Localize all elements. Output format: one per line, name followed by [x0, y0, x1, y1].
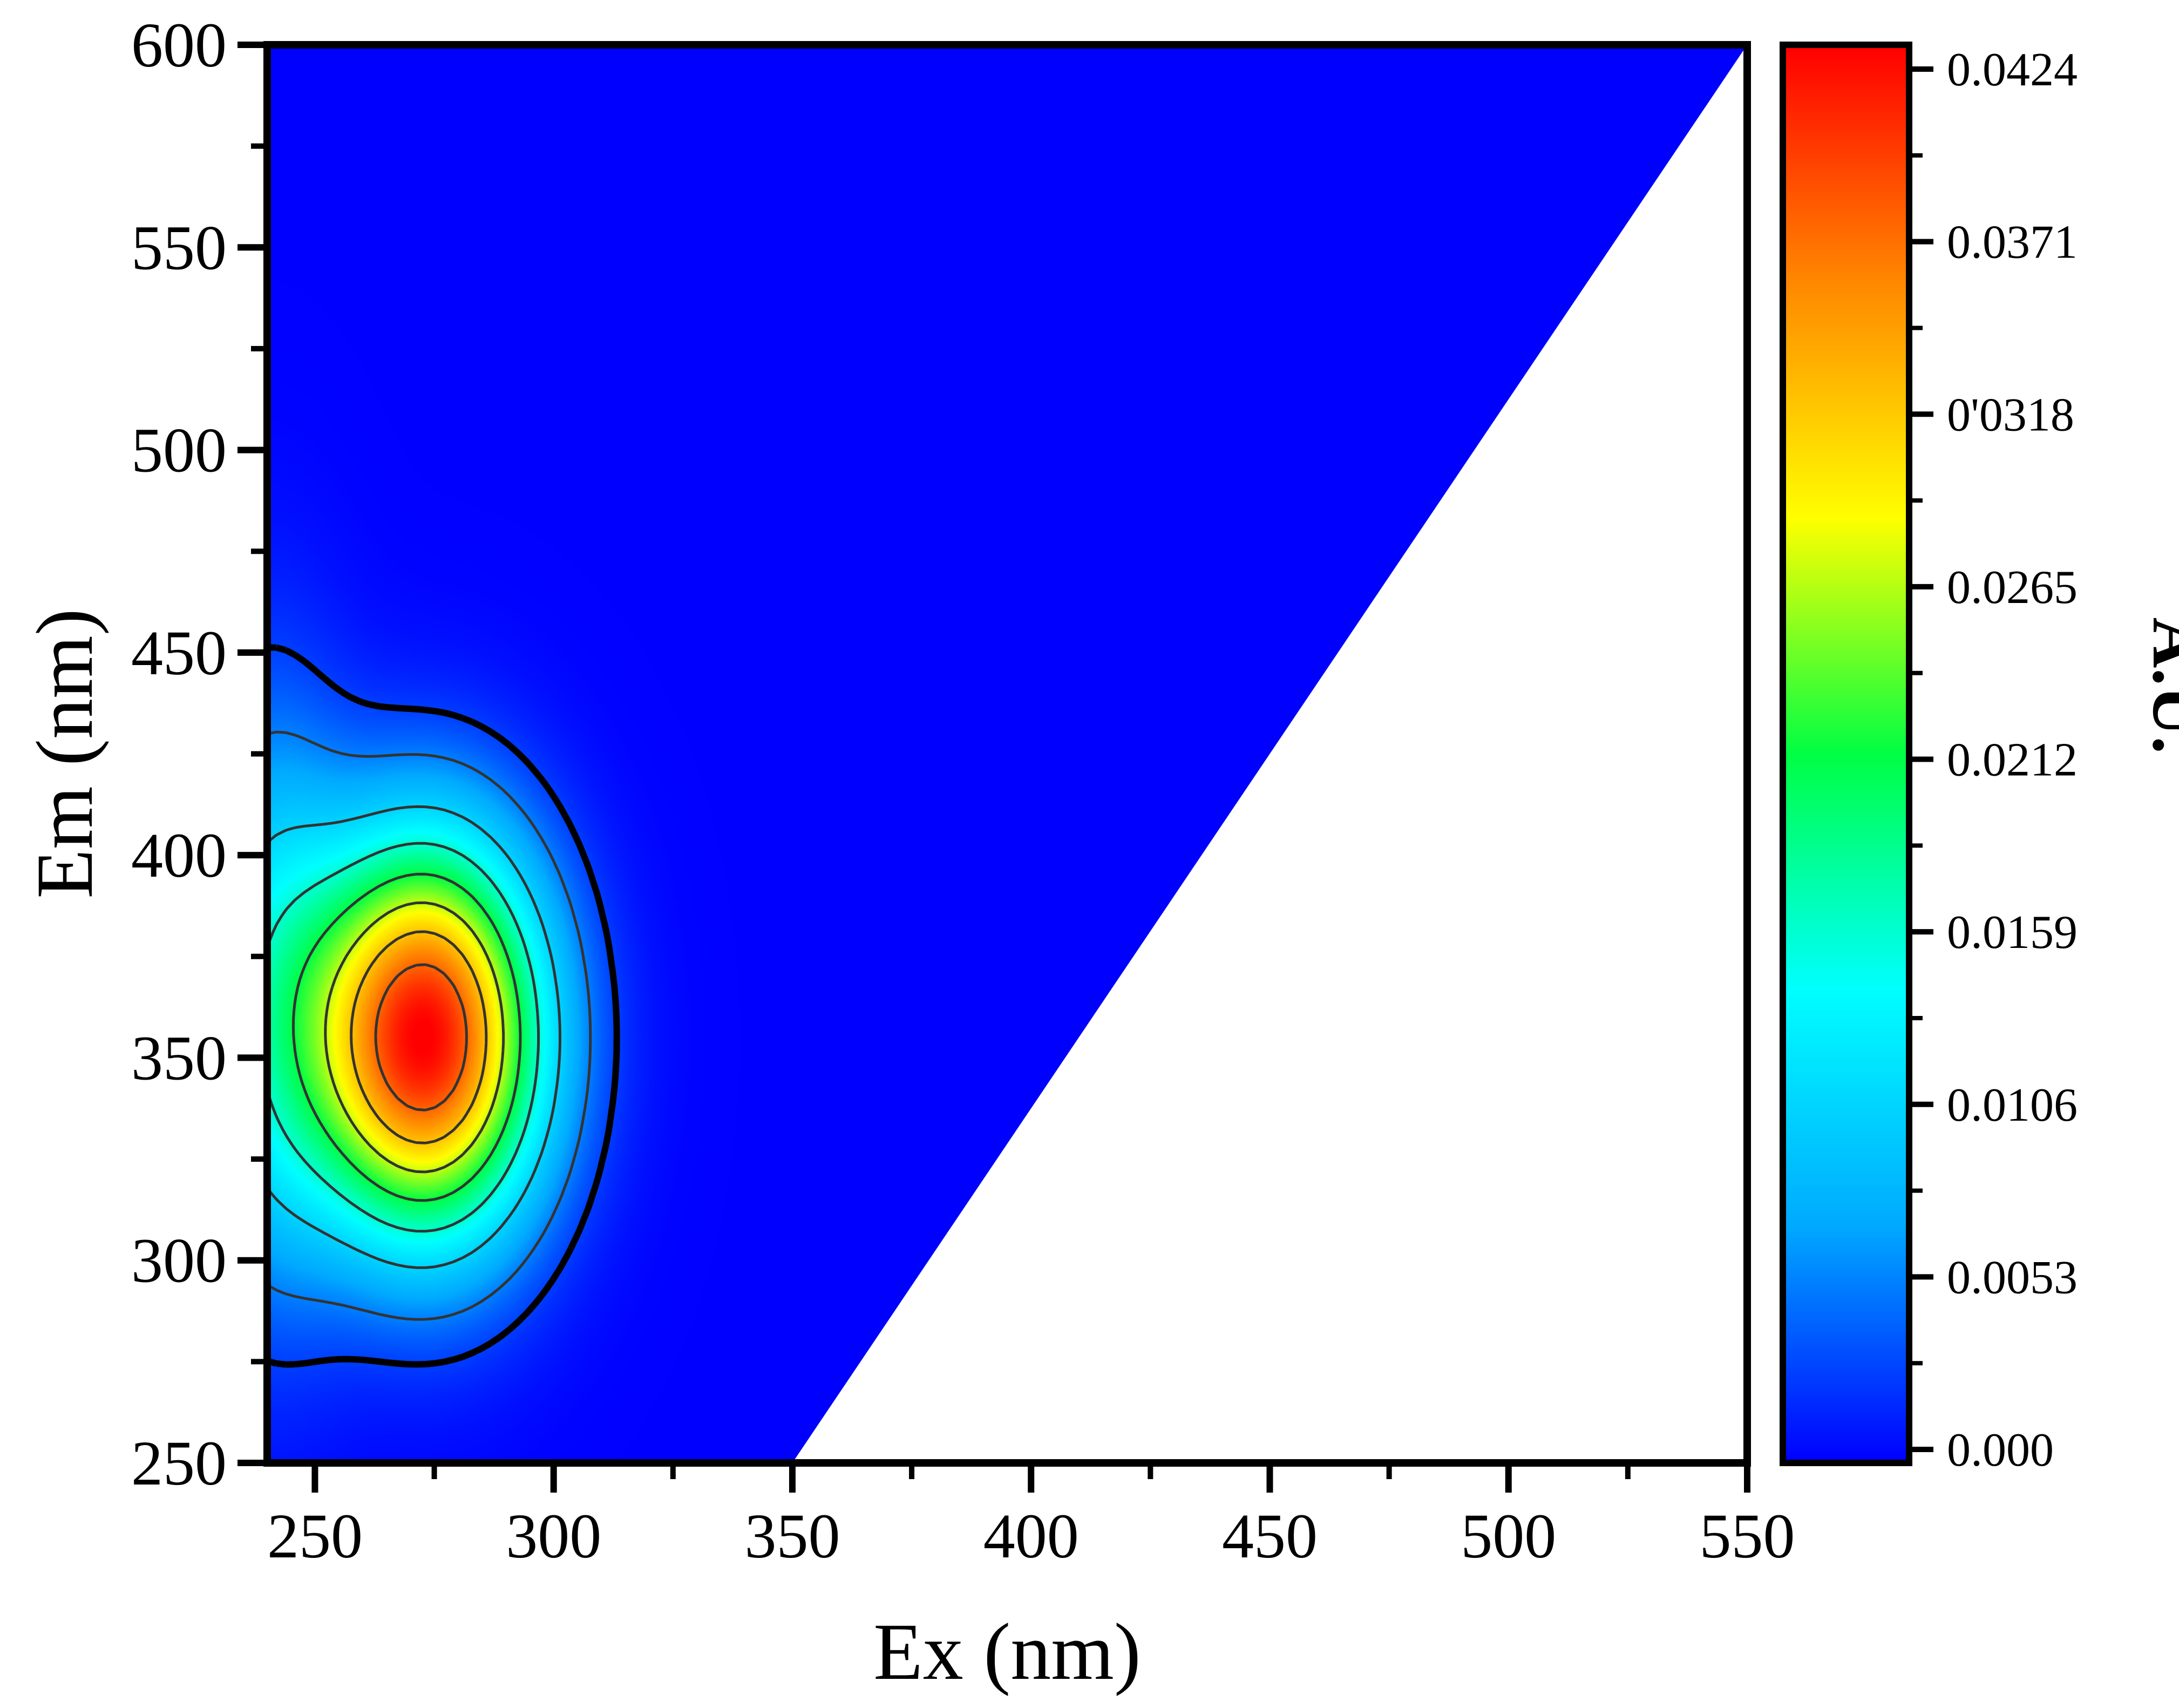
colorbar-frame	[1780, 42, 1912, 1466]
y-axis-title: Em (nm)	[20, 608, 110, 898]
colorbar: 0.0424 0.0371 0'0318 0.0265 0.0212 0.0159 0.01…	[1780, 42, 2179, 1476]
y-tick-label: 400	[131, 820, 227, 891]
colorbar-tick-label: 0.0159	[1947, 906, 2078, 959]
contour-line	[267, 644, 620, 1368]
y-tick-label: 300	[131, 1225, 227, 1296]
colorbar-tick-label: 0.000	[1947, 1424, 2054, 1476]
x-axis-title: Ex (nm)	[873, 1607, 1141, 1697]
contour-line	[291, 872, 522, 1202]
contour-line	[324, 901, 505, 1174]
contour-line	[267, 730, 592, 1321]
y-tick-label: 350	[131, 1022, 227, 1093]
x-tick-label: 350	[744, 1501, 840, 1571]
colorbar-tick-label: 0.0212	[1947, 734, 2078, 787]
x-tick-label: 400	[983, 1501, 1079, 1571]
y-axis: 250 300 350 400 450 500 550 600	[131, 10, 267, 1499]
colorbar-tick-label: 0.0371	[1947, 216, 2078, 269]
x-tick-label: 450	[1222, 1501, 1318, 1571]
y-tick-label: 550	[131, 212, 227, 283]
x-tick-label: 250	[267, 1501, 363, 1571]
colorbar-tick-label: 0.0265	[1947, 561, 2078, 614]
colorbar-ticks: 0.0424 0.0371 0'0318 0.0265 0.0212 0.0159 0.01…	[1909, 44, 2078, 1476]
colorbar-title: A.U.	[2138, 618, 2179, 754]
x-tick-label: 300	[506, 1501, 601, 1571]
colorbar-gradient	[1783, 45, 1909, 1463]
x-tick-label: 500	[1461, 1501, 1556, 1571]
x-axis: 250 300 350 400 450 500 550	[267, 1463, 1795, 1571]
y-tick-label: 450	[131, 618, 227, 688]
colorbar-tick-label: 0'0318	[1947, 389, 2074, 441]
colorbar-tick-label: 0.0106	[1947, 1079, 2078, 1131]
x-tick-label: 550	[1700, 1501, 1795, 1571]
blank-region	[792, 45, 1747, 1463]
y-tick-label: 600	[131, 10, 227, 80]
colorbar-tick-label: 0.0424	[1947, 44, 2078, 96]
colorbar-tick-label: 0.0053	[1947, 1251, 2078, 1304]
y-tick-label: 500	[131, 415, 227, 486]
plot-area	[267, 45, 1747, 1463]
y-tick-label: 250	[131, 1428, 227, 1499]
contour-line	[374, 963, 468, 1111]
contour-line	[350, 930, 488, 1144]
